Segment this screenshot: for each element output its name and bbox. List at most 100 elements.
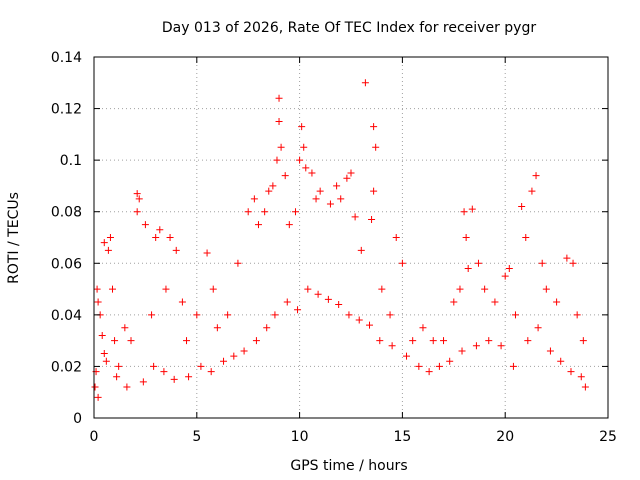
x-tick-label: 25 — [599, 429, 617, 445]
data-point — [378, 285, 386, 293]
data-point — [106, 234, 114, 241]
y-tick-label: 0.12 — [51, 102, 82, 118]
data-point — [505, 264, 513, 272]
data-point — [133, 190, 141, 198]
data-point — [275, 117, 283, 125]
data-point — [308, 169, 316, 177]
data-point — [133, 208, 141, 216]
data-point — [361, 79, 369, 87]
data-point — [347, 169, 355, 177]
data-point — [370, 123, 378, 131]
data-point — [509, 362, 517, 370]
data-point — [275, 94, 283, 102]
data-point — [343, 174, 351, 182]
data-points — [91, 79, 589, 401]
data-point — [534, 324, 542, 332]
data-point — [409, 337, 417, 345]
data-point — [197, 362, 205, 370]
y-tick-label: 0.08 — [51, 205, 82, 221]
data-point — [172, 246, 180, 254]
data-point — [579, 337, 587, 345]
data-point — [123, 383, 131, 391]
y-tick-label: 0.04 — [51, 308, 82, 324]
data-point — [104, 246, 112, 254]
data-point — [127, 337, 135, 345]
data-point — [100, 350, 108, 358]
data-point — [563, 254, 571, 262]
data-point — [501, 272, 509, 280]
grid-layer — [94, 57, 608, 418]
data-point — [485, 337, 493, 345]
data-point — [464, 264, 472, 272]
data-point — [392, 234, 400, 241]
data-point — [481, 285, 489, 293]
data-point — [316, 187, 324, 195]
data-point — [403, 352, 411, 360]
data-point — [450, 298, 458, 306]
data-point — [386, 311, 394, 319]
data-point — [337, 195, 345, 203]
data-point — [581, 383, 589, 391]
data-point — [93, 285, 101, 293]
data-point — [263, 324, 271, 332]
data-point — [224, 311, 232, 319]
data-point — [446, 357, 454, 365]
plot-frame — [93, 56, 609, 419]
data-point — [100, 239, 108, 247]
data-point — [220, 357, 228, 365]
data-point — [368, 215, 376, 223]
data-point — [370, 187, 378, 195]
y-tick-label: 0.14 — [51, 50, 82, 66]
data-point — [240, 347, 248, 355]
data-point — [209, 285, 217, 293]
data-point — [170, 375, 178, 383]
data-point — [139, 378, 147, 386]
data-point — [573, 311, 581, 319]
data-point — [252, 337, 260, 345]
data-point — [121, 324, 129, 332]
data-point — [111, 337, 119, 345]
data-point — [160, 368, 168, 376]
data-point — [460, 208, 468, 216]
data-point — [538, 259, 546, 267]
data-point — [291, 208, 299, 216]
data-point — [94, 393, 102, 401]
data-point — [567, 368, 575, 376]
data-point — [553, 298, 561, 306]
data-point — [298, 123, 306, 131]
data-point — [254, 221, 262, 229]
data-point — [345, 311, 353, 319]
data-point — [94, 298, 102, 306]
data-point — [569, 259, 577, 267]
data-point — [285, 221, 293, 229]
data-point — [234, 259, 242, 267]
data-point — [440, 337, 448, 345]
data-point — [302, 164, 310, 172]
data-point — [135, 195, 143, 203]
data-point — [388, 342, 396, 350]
data-point — [398, 259, 406, 267]
data-point — [141, 221, 149, 229]
x-tick-label: 0 — [90, 429, 99, 445]
chart-title: Day 013 of 2026, Rate Of TEC Index for r… — [162, 20, 536, 36]
x-tick-label: 5 — [192, 429, 201, 445]
data-point — [207, 368, 215, 376]
data-point — [312, 195, 320, 203]
data-point — [458, 347, 466, 355]
data-point — [166, 234, 174, 241]
data-point — [213, 324, 221, 332]
data-point — [518, 203, 526, 211]
data-point — [296, 156, 304, 164]
data-point — [456, 285, 464, 293]
data-point — [91, 383, 99, 391]
data-point — [271, 311, 279, 319]
data-point — [491, 298, 499, 306]
data-point — [281, 172, 289, 180]
data-point — [203, 249, 211, 257]
data-point — [113, 373, 121, 381]
data-point — [193, 311, 201, 319]
data-point — [156, 226, 164, 234]
data-point — [522, 234, 530, 241]
